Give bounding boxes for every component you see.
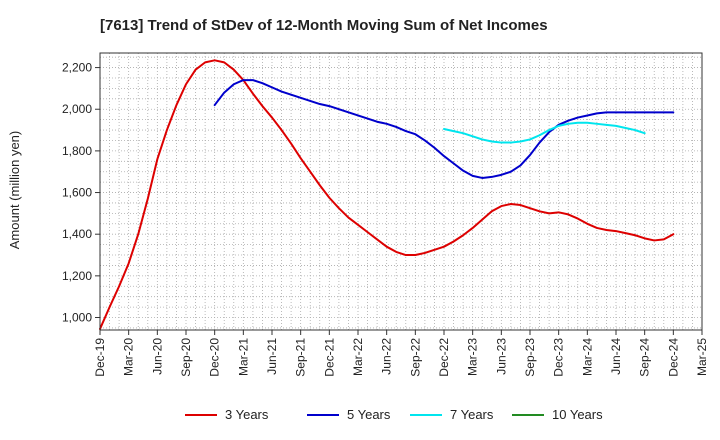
y-tick-label: 1,800 [62, 144, 92, 158]
x-tick-label: Mar-25 [695, 338, 709, 376]
chart-title: [7613] Trend of StDev of 12-Month Moving… [100, 17, 548, 34]
y-tick-label: 1,000 [62, 311, 92, 325]
y-tick-label: 1,200 [62, 269, 92, 283]
y-axis-label: Amount (million yen) [7, 131, 22, 250]
legend: 3 Years 5 Years 7 Years 10 Years [185, 407, 603, 422]
series-line-5-years [213, 79, 675, 179]
x-tick-label: Dec-24 [666, 338, 680, 377]
x-tick-label: Jun-24 [609, 338, 623, 375]
legend-label-7-years: 7 Years [450, 407, 494, 422]
x-tick-label: Dec-19 [93, 338, 107, 377]
x-tick-label: Mar-22 [351, 338, 365, 376]
series-layer [99, 59, 675, 330]
plot-frame [99, 52, 703, 331]
x-tick-label: Jun-23 [494, 338, 508, 375]
x-tick-label: Mar-23 [466, 338, 480, 376]
legend-label-10-years: 10 Years [552, 407, 603, 422]
x-tick-label: Sep-23 [523, 338, 537, 377]
grid-layer [100, 53, 702, 330]
x-tick-label: Jun-20 [150, 338, 164, 375]
y-tick-label: 2,200 [62, 61, 92, 75]
x-tick-label: Mar-20 [122, 338, 136, 376]
plot-area [100, 53, 702, 330]
x-tick-label: Sep-24 [638, 338, 652, 377]
x-tick-label: Jun-22 [380, 338, 394, 375]
x-tick-label: Sep-21 [294, 338, 308, 377]
x-tick-label: Dec-20 [208, 338, 222, 377]
axis-layer: 1,000 1,200 1,400 1,600 1,800 2,000 2,200 Dec-1… [62, 52, 709, 377]
series-line-3-years [99, 59, 675, 330]
y-tick-label: 1,400 [62, 227, 92, 241]
x-tick-label: Mar-21 [236, 338, 250, 376]
x-tick-label: Dec-23 [552, 338, 566, 377]
x-tick-label: Sep-22 [408, 338, 422, 377]
y-tick-label: 2,000 [62, 102, 92, 116]
series-line-7-years [443, 121, 646, 144]
y-tick-label: 1,600 [62, 186, 92, 200]
x-tick-label: Sep-20 [179, 338, 193, 377]
x-tick-label: Dec-22 [437, 338, 451, 377]
x-tick-label: Jun-21 [265, 338, 279, 375]
x-tick-label: Dec-21 [322, 338, 336, 377]
legend-label-5-years: 5 Years [347, 407, 391, 422]
legend-label-3-years: 3 Years [225, 407, 269, 422]
x-tick-label: Mar-24 [580, 338, 594, 376]
